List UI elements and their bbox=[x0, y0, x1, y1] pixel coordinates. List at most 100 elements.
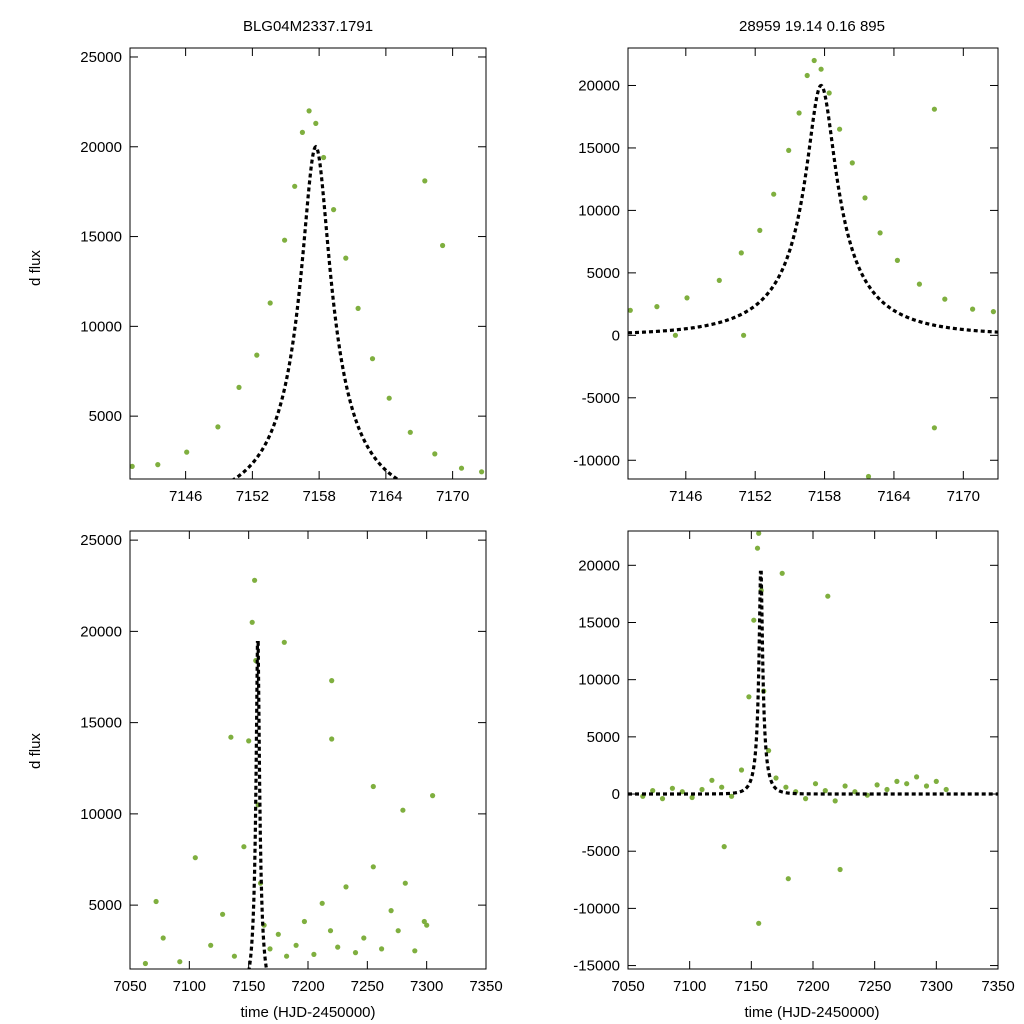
data-point bbox=[757, 227, 763, 233]
data-point bbox=[220, 911, 226, 917]
data-points bbox=[130, 108, 485, 475]
y-tick-label: 10000 bbox=[578, 202, 620, 219]
data-point bbox=[319, 900, 325, 906]
data-point bbox=[826, 90, 832, 96]
data-point bbox=[343, 255, 349, 261]
data-point bbox=[343, 884, 349, 890]
data-point bbox=[424, 922, 430, 928]
data-point bbox=[402, 880, 408, 886]
x-tick-label: 7164 bbox=[369, 488, 402, 505]
panel-top-right: -10000 -5000 0 5000 10000 15000 20000 7146 7152 7… bbox=[573, 47, 999, 505]
data-point bbox=[208, 942, 214, 948]
data-point bbox=[177, 959, 183, 965]
data-point bbox=[422, 178, 428, 184]
data-point bbox=[756, 920, 762, 926]
model-curve bbox=[231, 144, 401, 479]
y-tick-label: -10000 bbox=[573, 452, 620, 469]
data-point bbox=[254, 352, 260, 358]
data-point bbox=[803, 796, 809, 802]
data-point bbox=[407, 429, 413, 435]
y-tick-label: 10000 bbox=[80, 318, 122, 335]
data-point bbox=[699, 786, 705, 793]
data-point bbox=[719, 784, 725, 790]
x-axis-label-left: time (HJD-2450000) bbox=[240, 1004, 375, 1021]
x-tick-label: 7152 bbox=[739, 488, 772, 505]
x-tick-label: 7300 bbox=[410, 978, 443, 995]
data-point bbox=[331, 207, 337, 213]
data-point bbox=[804, 72, 810, 79]
data-points bbox=[640, 531, 949, 926]
data-point bbox=[874, 782, 880, 788]
data-point bbox=[311, 951, 317, 958]
data-point bbox=[327, 928, 334, 934]
model-curve bbox=[628, 83, 998, 335]
y-tick-label: -10000 bbox=[573, 900, 620, 917]
data-point bbox=[751, 617, 757, 623]
data-point bbox=[849, 160, 855, 166]
data-point bbox=[352, 950, 359, 956]
data-point bbox=[684, 295, 690, 301]
data-point bbox=[709, 777, 715, 783]
x-tick-label: 7150 bbox=[232, 978, 265, 995]
data-point bbox=[361, 935, 367, 941]
data-point bbox=[458, 465, 465, 471]
data-point bbox=[249, 619, 255, 625]
data-point bbox=[837, 126, 843, 132]
data-point bbox=[236, 384, 242, 390]
model-curve bbox=[628, 570, 998, 796]
data-point bbox=[192, 855, 198, 861]
x-tick-label: 7050 bbox=[113, 978, 146, 995]
data-point bbox=[771, 191, 777, 197]
data-point bbox=[786, 147, 792, 153]
x-tick-label: 7200 bbox=[796, 978, 829, 995]
data-point bbox=[943, 786, 949, 793]
data-point bbox=[370, 864, 376, 870]
data-point bbox=[679, 789, 685, 795]
y-tick-label: 15000 bbox=[80, 229, 122, 246]
x-tick-label: 7350 bbox=[981, 978, 1014, 995]
data-point bbox=[299, 129, 305, 135]
data-point bbox=[904, 781, 910, 787]
data-point bbox=[281, 639, 287, 645]
x-tick-label: 7150 bbox=[735, 978, 768, 995]
data-point bbox=[370, 783, 376, 790]
data-point bbox=[386, 395, 392, 401]
data-point bbox=[884, 786, 890, 793]
data-point bbox=[267, 946, 273, 952]
data-point bbox=[395, 928, 401, 934]
y-tick-label: 20000 bbox=[80, 139, 122, 156]
data-point bbox=[292, 183, 298, 189]
data-point bbox=[355, 305, 361, 311]
data-point bbox=[335, 944, 341, 950]
data-point bbox=[672, 332, 679, 338]
data-point bbox=[914, 774, 920, 780]
data-point bbox=[628, 307, 633, 313]
x-tick-label: 7170 bbox=[436, 488, 469, 505]
data-point bbox=[650, 788, 656, 794]
panel-bottom-left: 5000 10000 15000 20000 25000 7050 7100 7150 7200… bbox=[80, 530, 503, 995]
data-point bbox=[942, 296, 948, 302]
data-point bbox=[228, 734, 234, 740]
data-point bbox=[432, 451, 438, 457]
data-point bbox=[231, 953, 237, 959]
data-point bbox=[369, 356, 376, 362]
data-point bbox=[837, 866, 843, 873]
data-point bbox=[306, 108, 312, 114]
data-point bbox=[379, 946, 385, 952]
data-point bbox=[184, 449, 190, 455]
data-point bbox=[215, 424, 221, 430]
data-point bbox=[741, 332, 747, 338]
data-point bbox=[669, 785, 676, 791]
x-tick-label: 7250 bbox=[351, 978, 384, 995]
data-point bbox=[160, 935, 166, 941]
x-tick-label: 7170 bbox=[947, 488, 980, 505]
data-point bbox=[400, 807, 406, 813]
plot-frame bbox=[129, 530, 487, 970]
data-point bbox=[689, 794, 695, 801]
y-tick-label: 25000 bbox=[80, 532, 122, 549]
figure-title-left: BLG04M2337.1791 bbox=[243, 18, 373, 35]
y-tick-label: 5000 bbox=[89, 897, 122, 914]
data-point bbox=[916, 281, 923, 287]
data-point bbox=[738, 767, 745, 773]
plot-frame bbox=[627, 530, 999, 970]
